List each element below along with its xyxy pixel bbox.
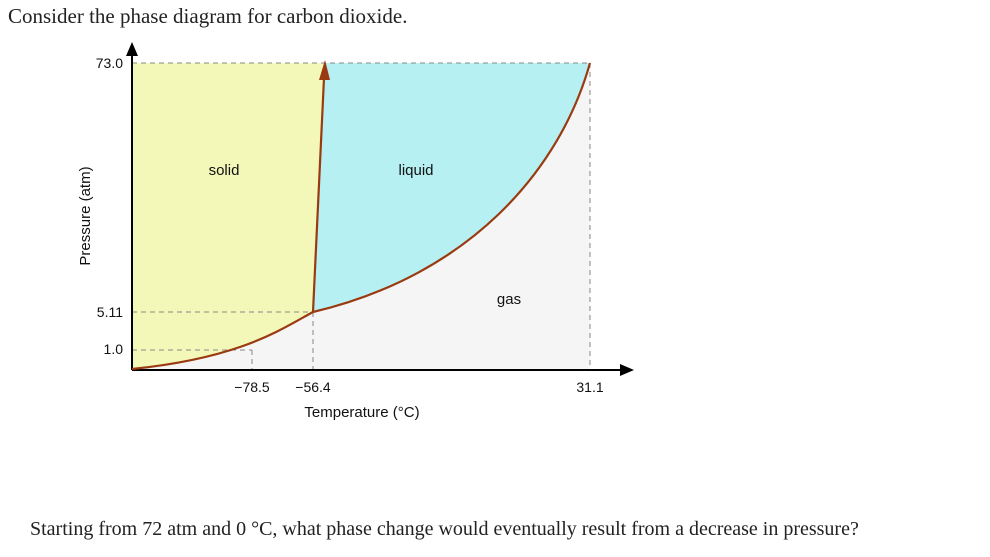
melting-curve-arrow xyxy=(319,60,330,80)
solid-region xyxy=(132,63,325,369)
gas-region xyxy=(132,63,590,370)
x-tick-31-1: 31.1 xyxy=(576,379,603,395)
vaporization-curve xyxy=(312,62,592,314)
solid-label: solid xyxy=(209,162,240,179)
phase-boundaries xyxy=(131,62,592,371)
liquid-region xyxy=(313,63,590,312)
liquid-label: liquid xyxy=(398,162,433,179)
y-axis-label: Pressure (atm) xyxy=(77,166,94,265)
intro-text: Consider the phase diagram for carbon di… xyxy=(8,4,408,28)
y-tick-1: 1.0 xyxy=(104,341,124,357)
x-tick-78-5: −78.5 xyxy=(234,379,270,395)
y-tick-73: 73.0 xyxy=(96,55,123,71)
gas-label: gas xyxy=(497,291,521,308)
y-axis-arrow xyxy=(126,42,138,56)
question-text: Starting from 72 atm and 0 °C, what phas… xyxy=(30,518,859,540)
x-axis-label: Temperature (°C) xyxy=(304,404,419,421)
melting-curve xyxy=(311,77,326,313)
x-axis-arrow xyxy=(620,364,634,376)
y-tick-5-11: 5.11 xyxy=(97,304,123,320)
x-tick-56-4: −56.4 xyxy=(295,379,331,395)
sublimation-curve xyxy=(131,311,314,371)
axes xyxy=(131,52,622,371)
